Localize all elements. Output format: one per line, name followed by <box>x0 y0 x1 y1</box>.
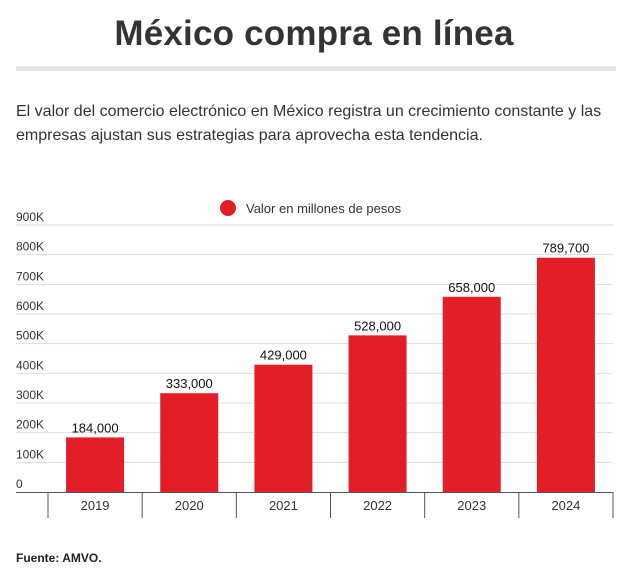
legend-marker <box>220 200 236 216</box>
y-tick-label: 0 <box>16 477 23 491</box>
y-tick-label: 300K <box>16 388 44 402</box>
chart-subtitle: El valor del comercio electrónico en Méx… <box>16 103 602 144</box>
chart-legend[interactable]: Valor en millones de pesos <box>220 198 401 218</box>
legend-label: Valor en millones de pesos <box>246 200 402 216</box>
y-tick-label: 800K <box>16 240 44 254</box>
data-label: 333,000 <box>166 376 213 391</box>
bar-2024[interactable] <box>536 257 595 492</box>
x-tick-label: 2021 <box>269 498 298 513</box>
data-label: 429,000 <box>260 348 307 363</box>
bar-2020[interactable] <box>160 393 219 492</box>
title-divider <box>16 66 616 71</box>
y-tick-label: 100K <box>16 447 44 461</box>
x-tick-label: 2019 <box>81 498 110 513</box>
y-tick-label: 700K <box>16 269 44 283</box>
y-tick-label: 600K <box>16 299 44 313</box>
y-tick-label: 200K <box>16 418 44 432</box>
page-title: México compra en línea <box>114 14 514 53</box>
x-tick-label: 2024 <box>551 498 580 513</box>
x-axis: 2019 2020 2021 2022 2023 2024 <box>16 492 614 518</box>
bar-2022[interactable] <box>348 335 407 492</box>
y-tick-label: 500K <box>16 329 44 343</box>
bar-2021[interactable] <box>254 364 313 492</box>
source-note: Fuente: AMVO. <box>16 551 102 565</box>
x-tick-label: 2020 <box>175 498 204 513</box>
data-label: 184,000 <box>72 420 119 435</box>
bar-2023[interactable] <box>442 296 501 492</box>
y-tick-label: 400K <box>16 358 44 372</box>
data-label: 658,000 <box>448 280 495 295</box>
x-tick-label: 2023 <box>457 498 486 513</box>
bars-layer <box>66 257 595 492</box>
data-labels-layer: 184,000 333,000 429,000 528,000 658,000 789,7… <box>72 241 590 436</box>
y-axis-ticks: 0 100K 200K 300K 400K 500K 600K 700K 800K 900K <box>16 210 44 491</box>
data-label: 528,000 <box>354 318 401 333</box>
y-tick-label: 900K <box>16 210 44 224</box>
data-label: 789,700 <box>542 241 589 256</box>
x-tick-label: 2022 <box>363 498 392 513</box>
bar-2019[interactable] <box>66 437 125 492</box>
